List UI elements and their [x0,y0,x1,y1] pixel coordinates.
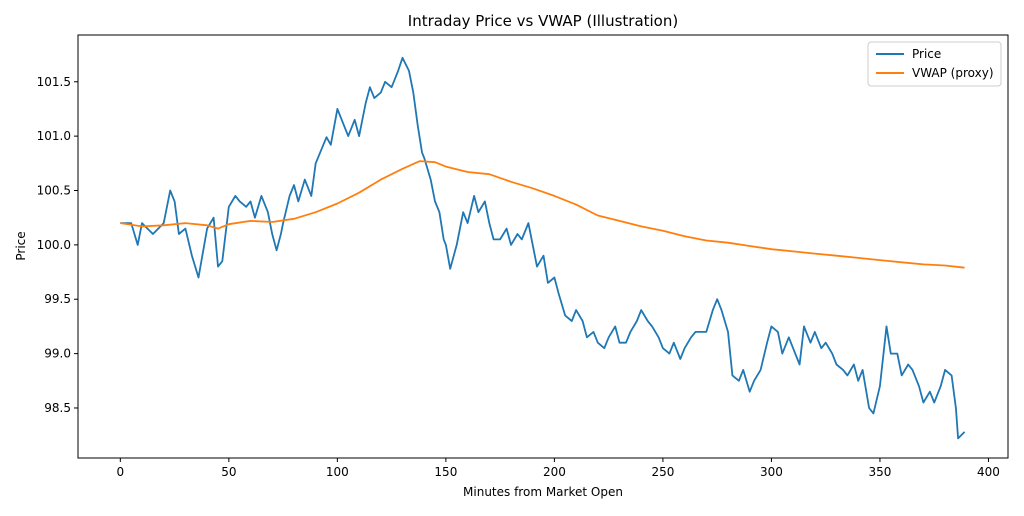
x-tick-label: 300 [760,465,783,479]
x-tick-label: 100 [326,465,349,479]
x-tick-label: 150 [434,465,457,479]
x-tick-label: 400 [977,465,1000,479]
chart-title: Intraday Price vs VWAP (Illustration) [408,12,678,30]
legend-vwap-label: VWAP (proxy) [912,66,994,80]
legend-price-label: Price [912,47,941,61]
y-axis-label: Price [14,231,28,260]
y-tick-label: 101.0 [37,129,71,143]
series-line-price [120,56,966,440]
x-tick-label: 250 [651,465,674,479]
y-tick-label: 98.5 [44,401,71,415]
x-tick-label: 350 [868,465,891,479]
y-axis: 98.5 99.0 99.5 100.0 100.5 101.0 101.5 [37,75,78,415]
x-axis: 0 50 100 150 200 250 300 350 400 [117,458,1000,479]
x-tick-label: 200 [543,465,566,479]
y-tick-label: 101.5 [37,75,71,89]
y-tick-label: 99.5 [44,292,71,306]
x-tick-label: 0 [117,465,125,479]
y-tick-label: 100.5 [37,183,71,197]
series-line-vwap [120,160,965,269]
axes-frame [77,34,1009,459]
y-tick-label: 100.0 [37,238,71,252]
y-tick-label: 99.0 [44,347,71,361]
x-tick-label: 50 [221,465,236,479]
plot-area [120,56,966,440]
x-axis-label: Minutes from Market Open [463,485,623,499]
legend: Price VWAP (proxy) [867,41,1002,87]
